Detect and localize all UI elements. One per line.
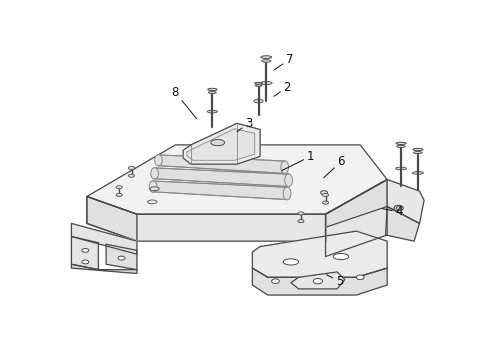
Ellipse shape bbox=[320, 191, 328, 195]
Ellipse shape bbox=[397, 145, 406, 148]
Polygon shape bbox=[72, 223, 137, 254]
Polygon shape bbox=[87, 179, 387, 241]
Ellipse shape bbox=[116, 186, 122, 189]
Ellipse shape bbox=[298, 219, 304, 223]
Polygon shape bbox=[252, 231, 387, 277]
Ellipse shape bbox=[208, 91, 216, 93]
Ellipse shape bbox=[261, 56, 272, 58]
Polygon shape bbox=[326, 179, 387, 241]
Ellipse shape bbox=[151, 167, 158, 179]
Polygon shape bbox=[183, 123, 260, 164]
Ellipse shape bbox=[116, 193, 122, 196]
Ellipse shape bbox=[322, 193, 328, 196]
Polygon shape bbox=[387, 179, 424, 223]
Text: 2: 2 bbox=[274, 81, 291, 96]
Ellipse shape bbox=[256, 85, 262, 86]
Text: 6: 6 bbox=[324, 155, 344, 178]
Ellipse shape bbox=[118, 256, 125, 260]
Polygon shape bbox=[87, 145, 387, 214]
Polygon shape bbox=[187, 129, 254, 160]
Polygon shape bbox=[386, 206, 420, 241]
Text: 1: 1 bbox=[282, 150, 314, 171]
Ellipse shape bbox=[412, 172, 424, 174]
Ellipse shape bbox=[149, 181, 157, 192]
Ellipse shape bbox=[254, 99, 263, 103]
Ellipse shape bbox=[128, 166, 134, 170]
Ellipse shape bbox=[154, 154, 162, 166]
Ellipse shape bbox=[150, 187, 159, 191]
Text: 3: 3 bbox=[237, 117, 252, 132]
Ellipse shape bbox=[284, 174, 292, 187]
Ellipse shape bbox=[283, 187, 291, 200]
Ellipse shape bbox=[356, 275, 364, 280]
Ellipse shape bbox=[281, 161, 288, 174]
Ellipse shape bbox=[396, 167, 406, 170]
Ellipse shape bbox=[313, 279, 322, 284]
Polygon shape bbox=[154, 168, 288, 187]
Ellipse shape bbox=[333, 253, 348, 259]
Ellipse shape bbox=[394, 205, 404, 211]
Ellipse shape bbox=[272, 279, 280, 284]
Text: 4: 4 bbox=[382, 205, 402, 218]
Ellipse shape bbox=[211, 139, 224, 145]
Polygon shape bbox=[291, 272, 345, 289]
Text: 7: 7 bbox=[274, 53, 293, 70]
Polygon shape bbox=[72, 236, 99, 270]
Ellipse shape bbox=[298, 212, 304, 215]
Polygon shape bbox=[326, 206, 387, 257]
Ellipse shape bbox=[396, 207, 401, 209]
Ellipse shape bbox=[128, 174, 134, 177]
Polygon shape bbox=[326, 179, 387, 241]
Polygon shape bbox=[252, 268, 387, 295]
Ellipse shape bbox=[254, 82, 262, 84]
Ellipse shape bbox=[396, 142, 406, 144]
Ellipse shape bbox=[260, 81, 272, 85]
Polygon shape bbox=[87, 196, 137, 241]
Polygon shape bbox=[153, 181, 287, 200]
Ellipse shape bbox=[262, 60, 271, 62]
Ellipse shape bbox=[283, 259, 298, 265]
Ellipse shape bbox=[82, 260, 89, 264]
Text: 8: 8 bbox=[172, 86, 197, 119]
Polygon shape bbox=[158, 155, 284, 173]
Ellipse shape bbox=[208, 110, 218, 113]
Ellipse shape bbox=[82, 249, 89, 252]
Ellipse shape bbox=[413, 148, 423, 151]
Ellipse shape bbox=[148, 200, 157, 204]
Text: 5: 5 bbox=[326, 275, 343, 288]
Ellipse shape bbox=[208, 88, 217, 91]
Polygon shape bbox=[72, 264, 137, 274]
Polygon shape bbox=[106, 244, 137, 270]
Ellipse shape bbox=[414, 152, 422, 154]
Ellipse shape bbox=[322, 201, 328, 204]
